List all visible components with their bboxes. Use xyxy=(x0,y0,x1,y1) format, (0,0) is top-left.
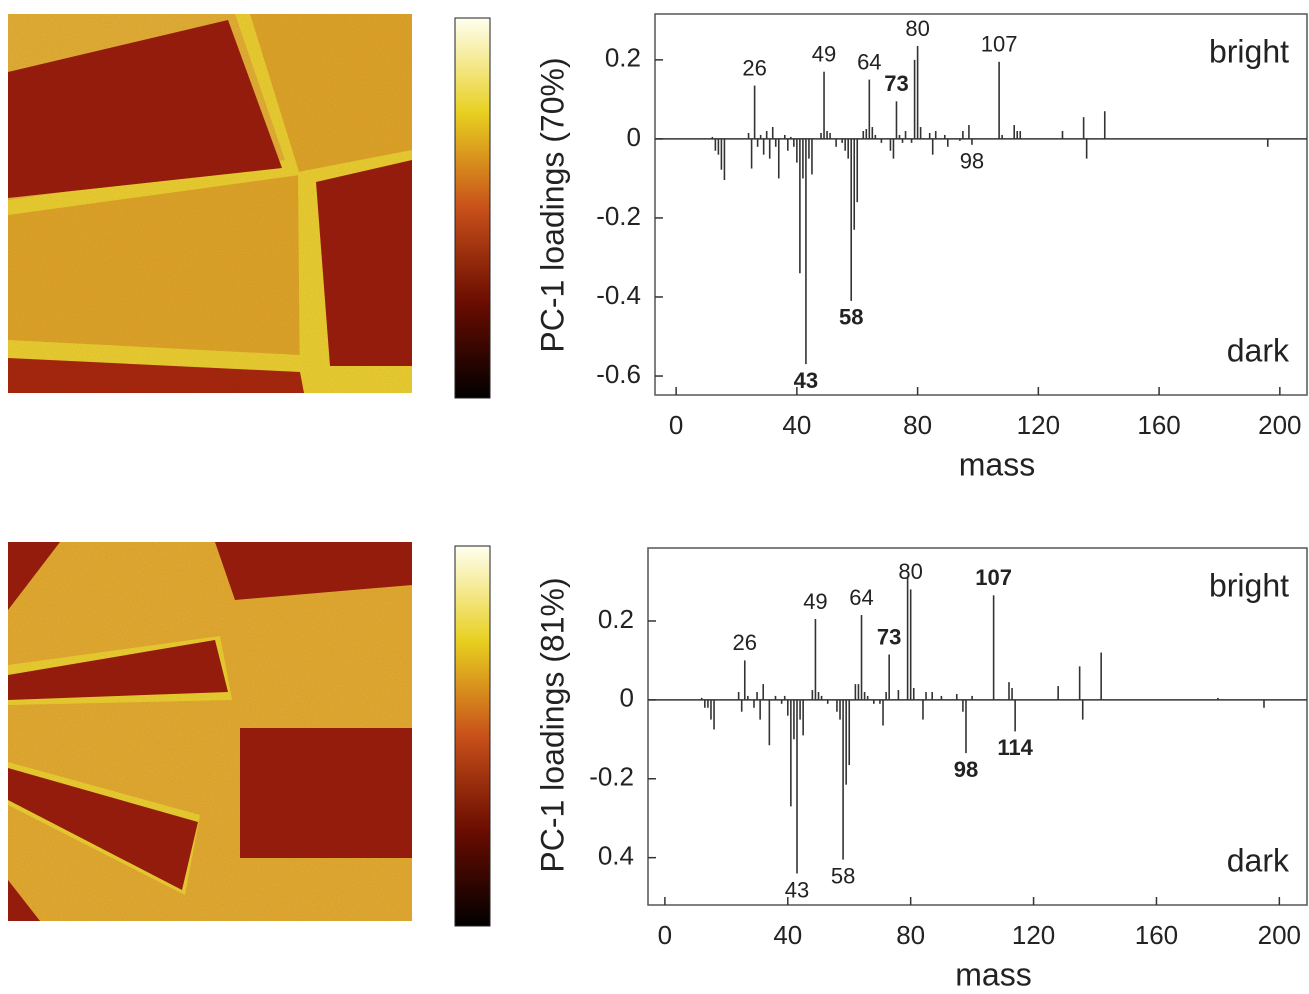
image-map xyxy=(8,542,412,921)
colorbar xyxy=(454,17,491,399)
x-tick-label: 120 xyxy=(1017,410,1060,440)
y-tick-label: 0 xyxy=(620,683,634,713)
x-tick-label: 160 xyxy=(1135,920,1178,950)
peak-label: 114 xyxy=(997,735,1033,760)
peak-label: 26 xyxy=(742,55,766,80)
peak-label: 107 xyxy=(975,565,1012,590)
x-axis-label: mass xyxy=(955,956,1031,992)
peak-label: 26 xyxy=(733,630,757,655)
peak-label: 43 xyxy=(794,368,818,393)
annotation: bright xyxy=(1209,33,1289,69)
peak-label: 98 xyxy=(954,757,978,782)
peak-label: 49 xyxy=(812,42,836,67)
peak-label: 80 xyxy=(898,559,922,584)
peak-label: 49 xyxy=(803,589,827,614)
colorbar xyxy=(454,545,491,927)
peak-label: 107 xyxy=(981,32,1018,57)
y-tick-label: -0.6 xyxy=(596,359,641,389)
peak-label: 73 xyxy=(877,624,901,649)
y-tick-label: -0.4 xyxy=(596,280,641,310)
x-tick-label: 0 xyxy=(658,920,672,950)
x-tick-label: 40 xyxy=(782,410,811,440)
y-tick-label: 0.2 xyxy=(605,43,641,73)
peak-label: 43 xyxy=(785,877,809,902)
peak-label: 98 xyxy=(960,149,984,174)
annotation: dark xyxy=(1227,332,1290,368)
x-tick-label: 80 xyxy=(903,410,932,440)
peak-label: 80 xyxy=(905,16,929,41)
annotation: dark xyxy=(1227,842,1290,878)
peak-label: 58 xyxy=(831,863,855,888)
x-tick-label: 80 xyxy=(896,920,925,950)
plot-frame xyxy=(654,13,1308,396)
peak-label: 58 xyxy=(839,305,863,330)
x-tick-label: 0 xyxy=(669,410,683,440)
x-tick-label: 200 xyxy=(1258,410,1301,440)
y-tick-label: 0.2 xyxy=(598,604,634,634)
peak-label: 64 xyxy=(849,585,873,610)
x-tick-label: 40 xyxy=(773,920,802,950)
y-axis-label: PC-1 loadings (81%) xyxy=(534,577,570,872)
y-tick-label: 0 xyxy=(627,122,641,152)
image-map xyxy=(8,14,412,393)
peak-label: 64 xyxy=(857,49,881,74)
peak-label: 73 xyxy=(884,71,908,96)
y-axis-label: PC-1 loadings (70%) xyxy=(534,57,570,352)
y-tick-label: 0.4 xyxy=(598,841,634,871)
y-tick-label: -0.2 xyxy=(596,201,641,231)
y-tick-label: -0.2 xyxy=(589,762,634,792)
annotation: bright xyxy=(1209,567,1289,603)
x-tick-label: 200 xyxy=(1258,920,1301,950)
x-axis-label: mass xyxy=(959,446,1035,482)
x-tick-label: 160 xyxy=(1137,410,1180,440)
plot-frame xyxy=(647,547,1308,906)
x-tick-label: 120 xyxy=(1012,920,1055,950)
